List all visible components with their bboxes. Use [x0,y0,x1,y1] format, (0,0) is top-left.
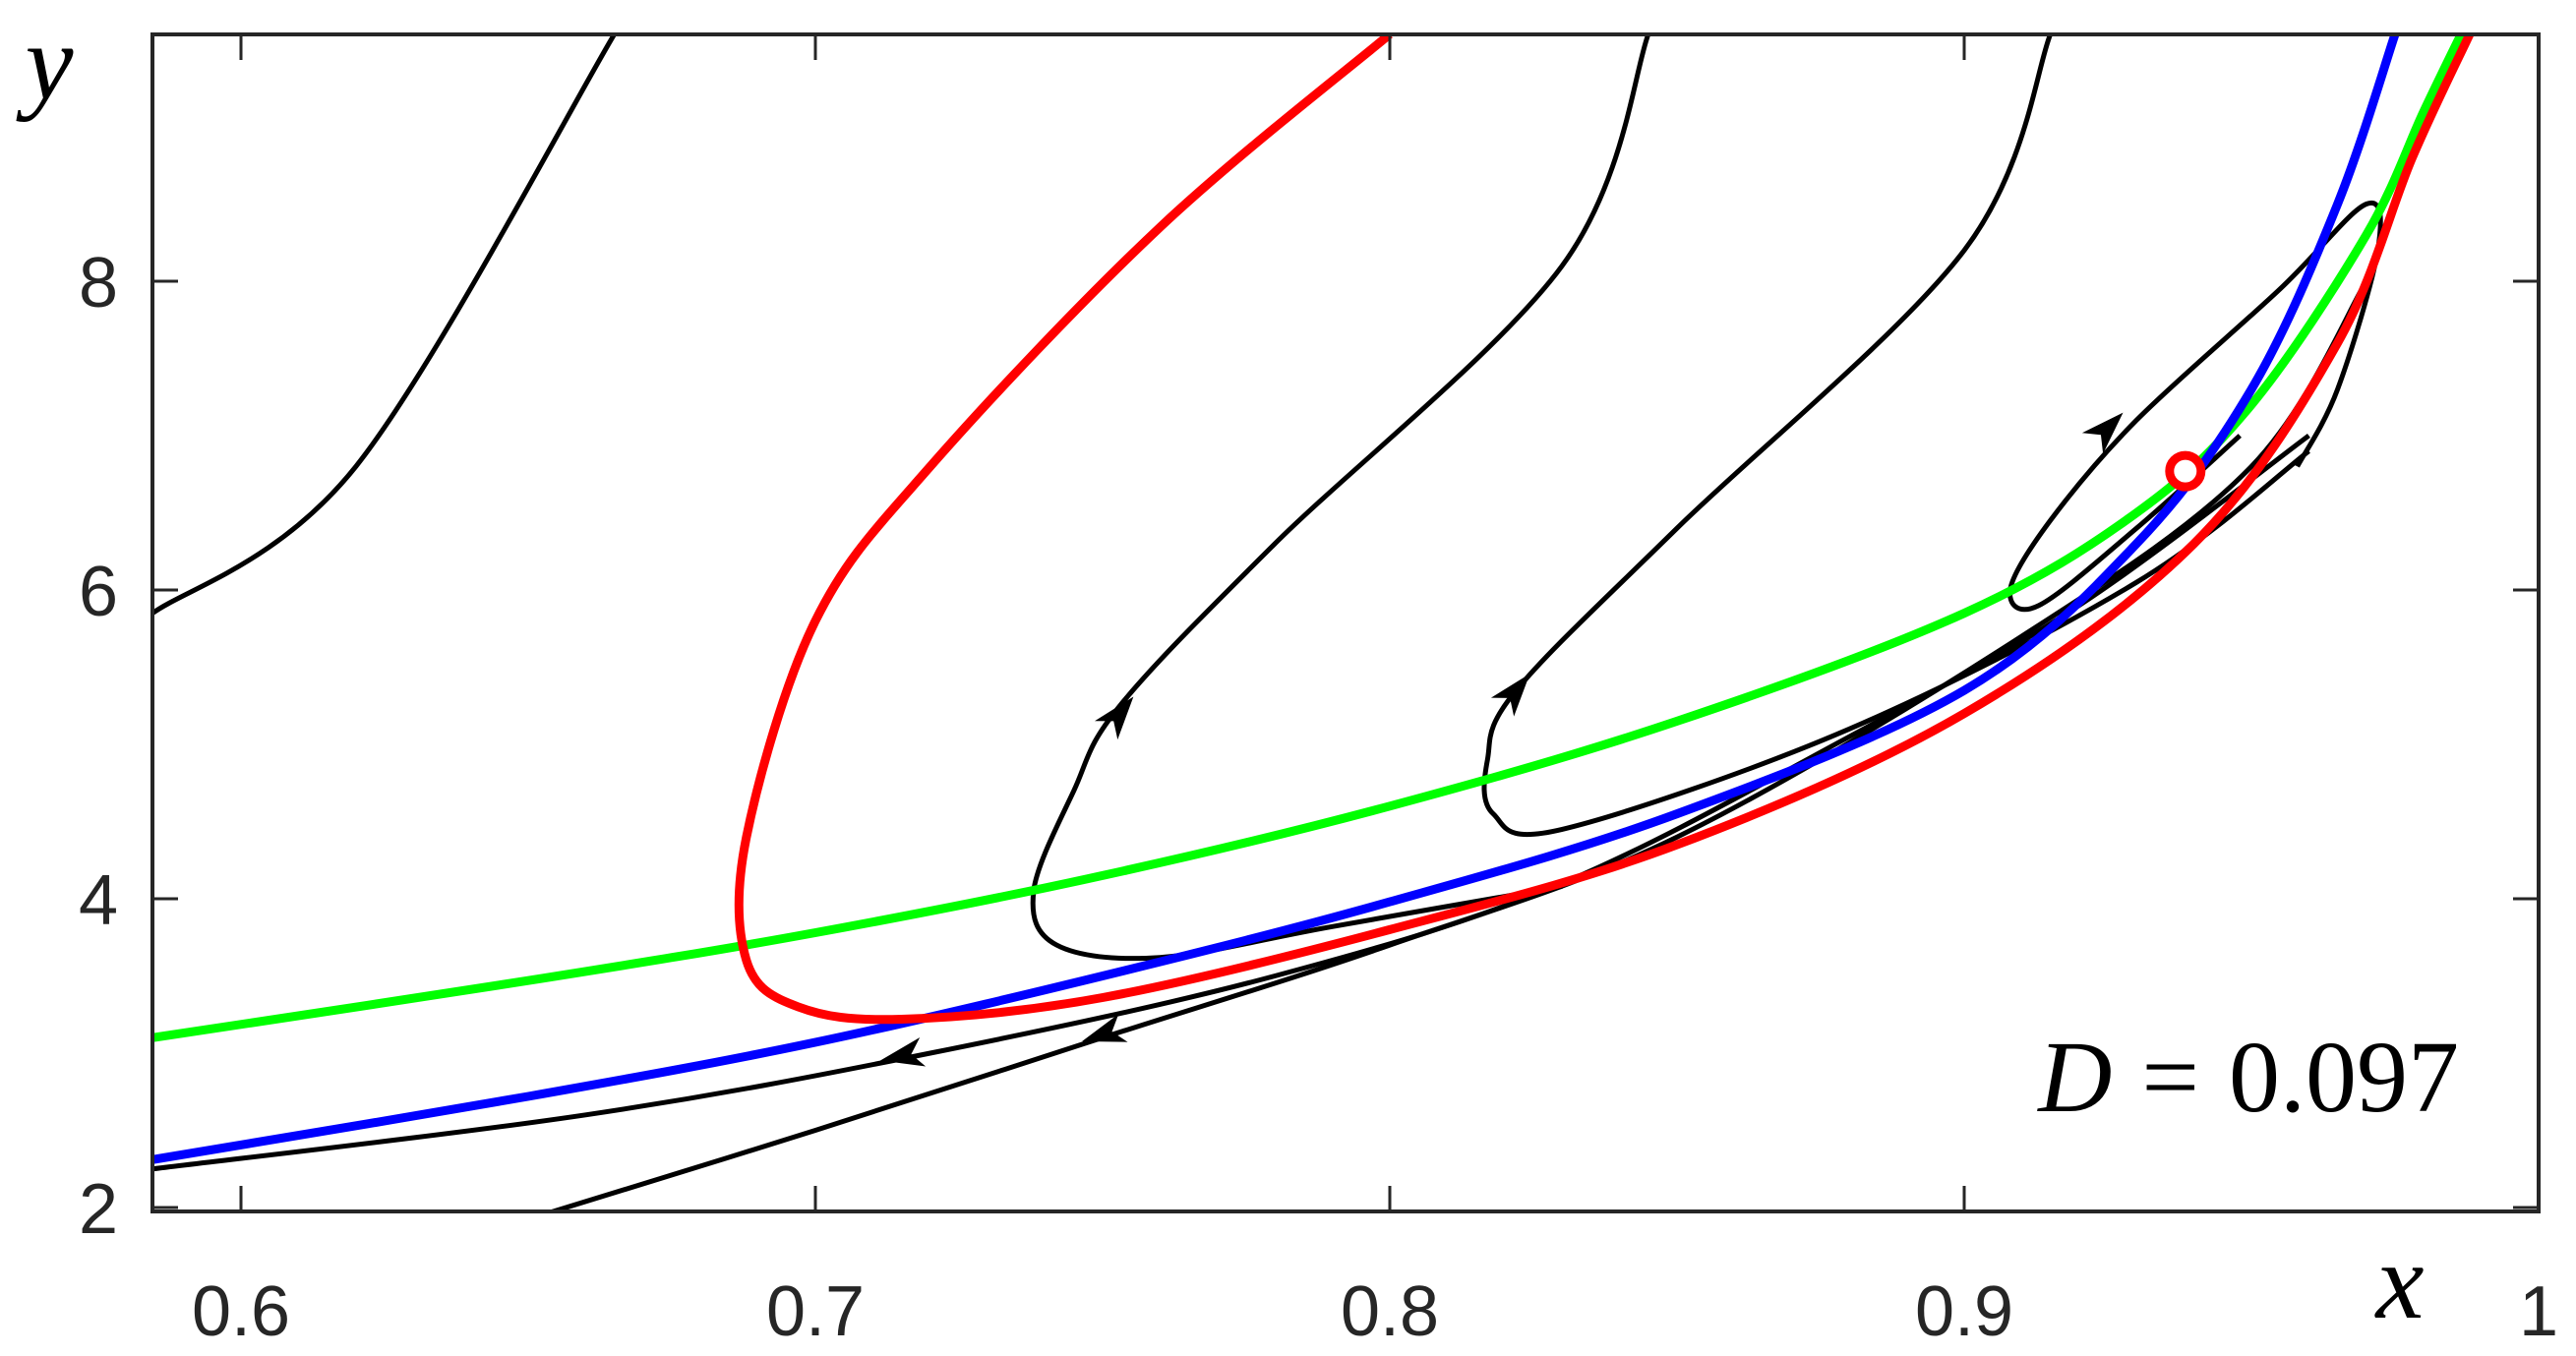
y-ticks [152,279,2539,1209]
y-tick-label-4: 4 [79,861,118,940]
arrowhead-icon [1082,1014,1128,1042]
x-ticks [239,34,1966,1211]
trajectory-4-curve [2007,200,2383,613]
axes-frame [150,32,2541,1213]
x-axis-label: x [2374,1221,2425,1341]
arrowhead-icon [1490,674,1530,717]
y-tick-label-6: 6 [79,553,118,631]
annotation-value: 0.097 [2229,1021,2459,1134]
red-separatrix-curve [734,34,2474,1025]
annotation-variable: D [2036,1021,2112,1134]
x-tick-label-0.6: 0.6 [192,1272,290,1351]
arrowhead-icon [880,1037,927,1067]
green-nullcline-curve [152,34,2466,1042]
x-tick-label-0.7: 0.7 [766,1272,865,1351]
direction-arrows [880,412,2124,1067]
arrowhead-icon [2081,412,2124,454]
trajectory-1-curve [152,34,617,616]
blue-nullcline-curve [152,34,2400,1164]
y-tick-label-2: 2 [79,1170,118,1249]
x-tick-label-1: 1 [2519,1272,2558,1351]
equilibrium-point-marker [2165,450,2206,492]
x-tick-label-0.9: 0.9 [1915,1272,2013,1351]
annotation-equals: = [2141,1021,2199,1134]
x-tick-label-0.8: 0.8 [1341,1272,1439,1351]
parameter-annotation: D = 0.097 [2036,1021,2459,1134]
y-tick-label-8: 8 [79,244,118,323]
plot-curves [152,34,2474,1211]
y-axis-label: y [16,2,74,122]
arrowhead-icon [1094,696,1134,740]
